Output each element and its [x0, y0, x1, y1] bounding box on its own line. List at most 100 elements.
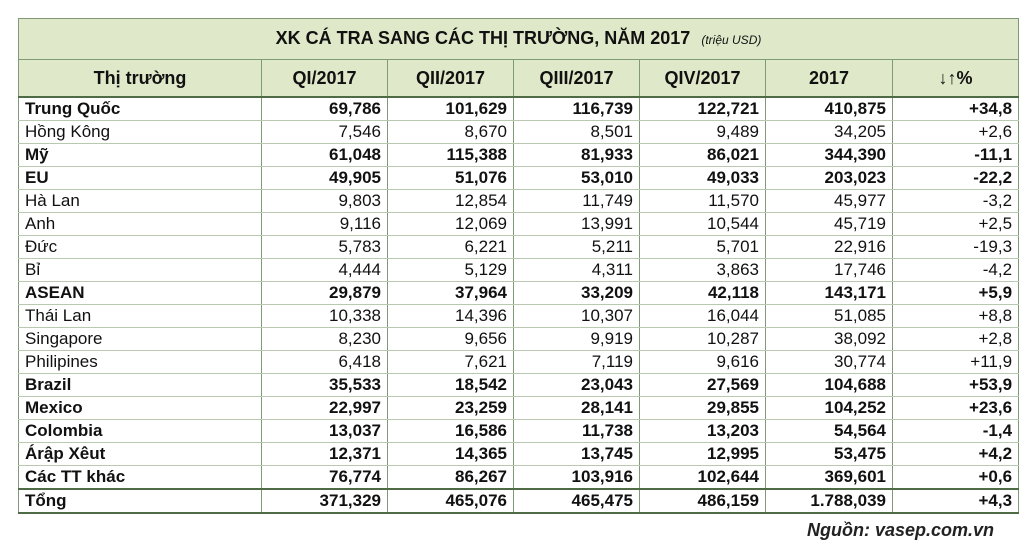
column-header-market: Thị trường — [18, 59, 262, 98]
column-header-change: ↓↑% — [891, 59, 1020, 98]
column-header-q2: QII/2017 — [387, 59, 514, 98]
q3-cell: 11,749 — [513, 189, 640, 213]
table-row: Anh 9,116 12,069 13,991 10,544 45,719 +2,5 — [18, 212, 1020, 236]
total-change-cell: +4,3 — [891, 488, 1020, 514]
q4-cell: 10,287 — [639, 327, 766, 351]
table-row: ASEAN 29,879 37,964 33,209 42,118 143,171 +5,9 — [18, 281, 1020, 305]
table-body: Trung Quốc 69,786 101,629 116,739 122,721 410… — [18, 96, 1020, 514]
q2-cell: 6,221 — [387, 235, 514, 259]
q3-cell: 28,141 — [513, 396, 640, 420]
q1-cell: 7,546 — [261, 120, 388, 144]
year-cell: 203,023 — [765, 166, 893, 190]
q2-cell: 7,621 — [387, 350, 514, 374]
export-table: XK CÁ TRA SANG CÁC THỊ TRƯỜNG, NĂM 2017 … — [17, 18, 1020, 514]
export-table-frame: XK CÁ TRA SANG CÁC THỊ TRƯỜNG, NĂM 2017 … — [17, 18, 1020, 514]
q4-cell: 10,544 — [639, 212, 766, 236]
year-cell: 51,085 — [765, 304, 893, 328]
year-cell: 53,475 — [765, 442, 893, 466]
table-row: Mỹ 61,048 115,388 81,933 86,021 344,390 -11,1 — [18, 143, 1020, 167]
table-row: Trung Quốc 69,786 101,629 116,739 122,721 410… — [18, 96, 1020, 121]
q4-cell: 13,203 — [639, 419, 766, 443]
market-cell: EU — [18, 166, 262, 190]
q3-cell: 10,307 — [513, 304, 640, 328]
q4-cell: 12,995 — [639, 442, 766, 466]
source-note: Nguồn: vasep.com.vn — [806, 520, 994, 540]
q2-cell: 16,586 — [387, 419, 514, 443]
q1-cell: 61,048 — [261, 143, 388, 167]
year-cell: 30,774 — [765, 350, 893, 374]
column-header-q4: QIV/2017 — [639, 59, 766, 98]
column-header-q3: QIII/2017 — [513, 59, 640, 98]
market-cell: Anh — [18, 212, 262, 236]
market-cell: Hà Lan — [18, 189, 262, 213]
year-cell: 45,719 — [765, 212, 893, 236]
q4-cell: 49,033 — [639, 166, 766, 190]
q3-cell: 4,311 — [513, 258, 640, 282]
q4-cell: 29,855 — [639, 396, 766, 420]
table-title: XK CÁ TRA SANG CÁC THỊ TRƯỜNG, NĂM 2017 — [275, 28, 691, 48]
column-header-q1: QI/2017 — [261, 59, 388, 98]
market-cell: Philipines — [18, 350, 262, 374]
year-cell: 143,171 — [765, 281, 893, 305]
q4-cell: 122,721 — [639, 96, 766, 121]
q3-cell: 116,739 — [513, 96, 640, 121]
q2-cell: 14,396 — [387, 304, 514, 328]
q2-cell: 8,670 — [387, 120, 514, 144]
q2-cell: 23,259 — [387, 396, 514, 420]
change-cell: +8,8 — [891, 304, 1020, 328]
q2-cell: 5,129 — [387, 258, 514, 282]
q1-cell: 8,230 — [261, 327, 388, 351]
year-cell: 344,390 — [765, 143, 893, 167]
q4-cell: 5,701 — [639, 235, 766, 259]
year-cell: 104,252 — [765, 396, 893, 420]
q2-cell: 9,656 — [387, 327, 514, 351]
table-row: Árập Xêut 12,371 14,365 13,745 12,995 53,475 +… — [18, 442, 1020, 466]
year-cell: 34,205 — [765, 120, 893, 144]
q4-cell: 102,644 — [639, 465, 766, 490]
q3-cell: 5,211 — [513, 235, 640, 259]
q1-cell: 13,037 — [261, 419, 388, 443]
market-cell: Trung Quốc — [18, 96, 262, 121]
q3-cell: 7,119 — [513, 350, 640, 374]
q2-cell: 115,388 — [387, 143, 514, 167]
total-q2-cell: 465,076 — [387, 488, 514, 514]
q1-cell: 69,786 — [261, 96, 388, 121]
q4-cell: 42,118 — [639, 281, 766, 305]
total-row: Tổng 371,329 465,076 465,475 486,159 1.788,03… — [18, 488, 1020, 514]
q4-cell: 27,569 — [639, 373, 766, 397]
q2-cell: 12,854 — [387, 189, 514, 213]
year-cell: 54,564 — [765, 419, 893, 443]
table-row: Hồng Kông 7,546 8,670 8,501 9,489 34,205 +2,6 — [18, 120, 1020, 144]
table-row: Hà Lan 9,803 12,854 11,749 11,570 45,977 -3,2 — [18, 189, 1020, 213]
market-cell: Brazil — [18, 373, 262, 397]
q4-cell: 11,570 — [639, 189, 766, 213]
change-cell: +4,2 — [891, 442, 1020, 466]
q1-cell: 49,905 — [261, 166, 388, 190]
q1-cell: 9,116 — [261, 212, 388, 236]
q1-cell: 10,338 — [261, 304, 388, 328]
q3-cell: 53,010 — [513, 166, 640, 190]
q4-cell: 3,863 — [639, 258, 766, 282]
q3-cell: 81,933 — [513, 143, 640, 167]
q2-cell: 18,542 — [387, 373, 514, 397]
q4-cell: 16,044 — [639, 304, 766, 328]
change-cell: -22,2 — [891, 166, 1020, 190]
change-cell: -11,1 — [891, 143, 1020, 167]
change-cell: -1,4 — [891, 419, 1020, 443]
year-cell: 410,875 — [765, 96, 893, 121]
year-cell: 22,916 — [765, 235, 893, 259]
change-cell: +53,9 — [891, 373, 1020, 397]
q2-cell: 51,076 — [387, 166, 514, 190]
q1-cell: 5,783 — [261, 235, 388, 259]
market-cell: Singapore — [18, 327, 262, 351]
market-cell: Árập Xêut — [18, 442, 262, 466]
q2-cell: 86,267 — [387, 465, 514, 490]
year-cell: 17,746 — [765, 258, 893, 282]
year-cell: 369,601 — [765, 465, 893, 490]
market-cell: Mexico — [18, 396, 262, 420]
total-q3-cell: 465,475 — [513, 488, 640, 514]
market-cell: Các TT khác — [18, 465, 262, 490]
change-cell: -4,2 — [891, 258, 1020, 282]
change-cell: +5,9 — [891, 281, 1020, 305]
q1-cell: 35,533 — [261, 373, 388, 397]
